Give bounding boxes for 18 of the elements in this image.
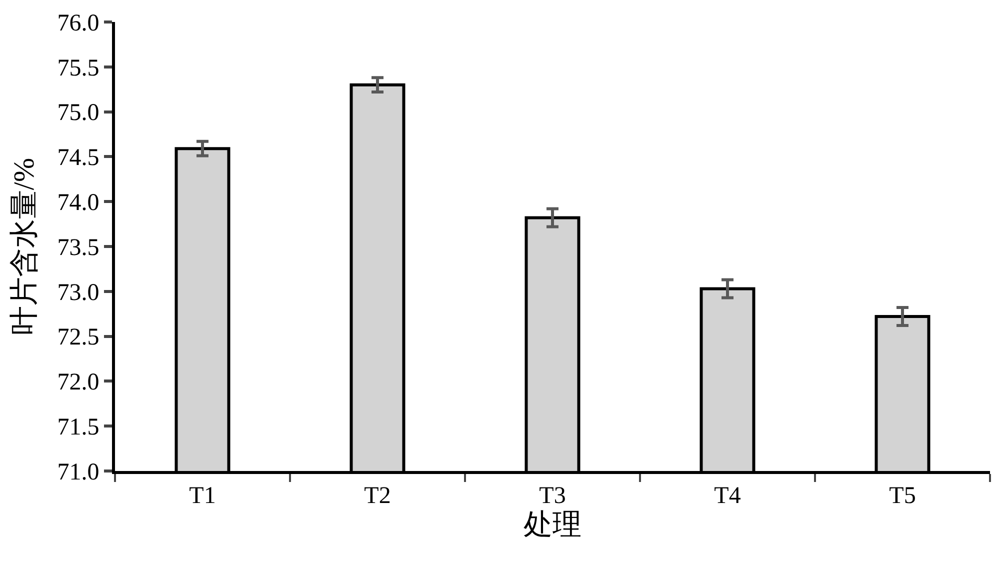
y-tick-label: 75.5 [57, 55, 100, 82]
y-tick-label: 71.5 [57, 414, 100, 440]
x-tick-label: T1 [189, 482, 216, 509]
y-tick-label: 71.0 [57, 459, 100, 486]
y-tick-label: 73.0 [57, 280, 100, 306]
x-tick-label: T2 [364, 482, 391, 509]
y-tick-label: 73.5 [57, 234, 100, 261]
x-tick-label: T5 [889, 482, 916, 509]
x-tick-label: T4 [714, 482, 741, 509]
y-tick-label: 72.0 [57, 370, 100, 396]
y-tick-label: 72.5 [57, 324, 100, 351]
y-tick-label: 74.5 [57, 145, 100, 172]
y-tick-label: 76.0 [57, 10, 100, 36]
y-tick-label: 74.0 [57, 190, 100, 216]
x-tick-label: T3 [539, 482, 566, 509]
x-axis-title: 处理 [524, 508, 582, 541]
y-axis-title: 叶片含水量/% [8, 158, 41, 336]
y-tick-label: 75.0 [57, 100, 100, 126]
